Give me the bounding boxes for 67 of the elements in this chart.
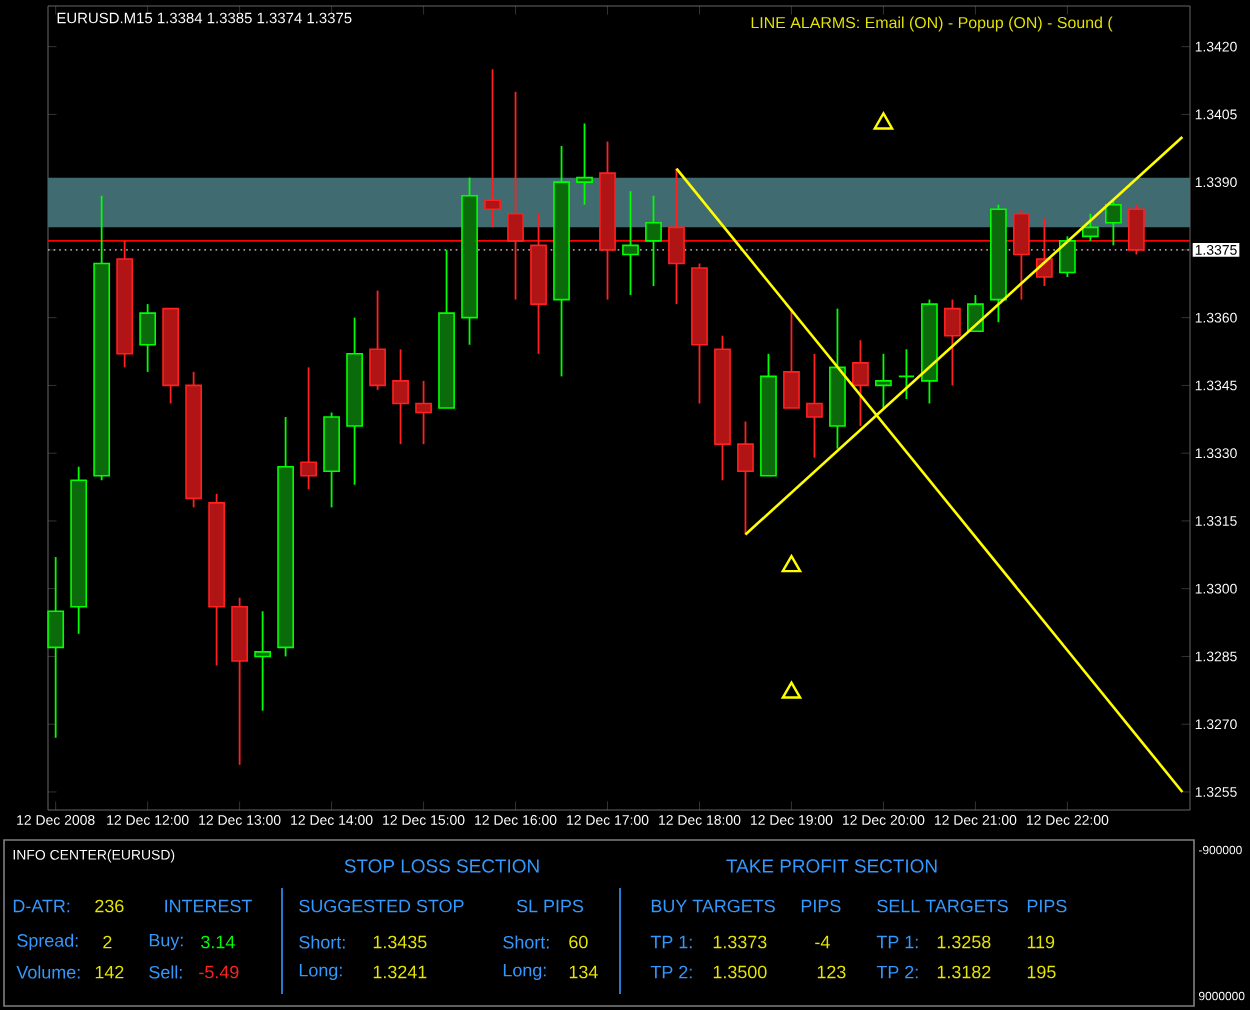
text: 1.3500 xyxy=(713,965,767,979)
candlestick xyxy=(622,190,639,296)
candlestick xyxy=(507,90,524,301)
text: 1.3241 xyxy=(373,965,427,979)
point xyxy=(781,681,802,699)
text: TP 1: xyxy=(650,935,692,949)
text: 1.3373 xyxy=(713,935,767,949)
candlestick xyxy=(415,380,432,446)
text: Short: xyxy=(503,935,549,949)
text: 2 xyxy=(103,935,112,949)
text: SELL TARGETS xyxy=(877,899,1008,913)
text: INTEREST xyxy=(165,899,252,913)
candlestick xyxy=(645,194,662,287)
text: 119 xyxy=(1027,935,1055,949)
text: 1.3182 xyxy=(937,965,991,979)
candlestick xyxy=(300,366,317,491)
candlestick xyxy=(898,348,915,400)
text: Volume: xyxy=(16,965,80,979)
point xyxy=(781,554,802,573)
text: -5.49 xyxy=(199,965,239,979)
text: STOP LOSS SECTION xyxy=(344,859,539,873)
text: Short: xyxy=(299,935,345,949)
text: 195 xyxy=(1027,965,1056,979)
text: Spread: xyxy=(17,933,78,951)
candlestick xyxy=(783,307,800,409)
text: 1.3258 xyxy=(937,935,991,949)
text: BUY TARGETS xyxy=(651,899,775,913)
candlestick xyxy=(392,348,409,446)
text: 134 xyxy=(569,965,598,979)
candlestick xyxy=(484,68,501,229)
text: TAKE PROFIT SECTION xyxy=(726,859,937,873)
text: Long: xyxy=(299,963,342,981)
candlestick xyxy=(47,556,65,739)
candlestick xyxy=(1081,212,1099,242)
text: 60 xyxy=(569,935,588,949)
text: TP 2: xyxy=(650,965,692,979)
text: PIPS xyxy=(1027,899,1067,913)
candlestick xyxy=(668,167,685,306)
text: SL PIPS xyxy=(516,899,584,913)
text: TP 1: xyxy=(876,935,918,949)
candlestick xyxy=(1104,199,1122,247)
candlestick xyxy=(1127,203,1145,256)
candlestick xyxy=(737,420,754,536)
candlestick xyxy=(139,303,157,373)
text: 142 xyxy=(95,965,124,979)
text: SUGGESTED STOP xyxy=(299,899,464,913)
text: Long: xyxy=(503,963,546,981)
candlestick xyxy=(254,610,271,712)
text: TP 2: xyxy=(876,965,918,979)
text: 236 xyxy=(95,899,124,913)
candlestick xyxy=(944,298,961,387)
text: D-ATR: xyxy=(13,899,70,913)
candlestick xyxy=(1013,208,1030,301)
text: -4 xyxy=(815,935,830,949)
candlestick xyxy=(1059,235,1076,278)
candlestick xyxy=(369,289,386,391)
text: 123 xyxy=(817,965,846,979)
point xyxy=(873,112,894,130)
candlestick xyxy=(852,339,869,427)
candlestick xyxy=(576,122,593,206)
candlestick xyxy=(875,352,892,409)
text: PIPS xyxy=(801,899,841,913)
text: 1.3435 xyxy=(373,935,427,949)
candlestick xyxy=(806,352,823,459)
text: Sell: xyxy=(149,965,182,979)
text: 3.14 xyxy=(201,935,235,949)
text: Buy: xyxy=(149,933,183,951)
